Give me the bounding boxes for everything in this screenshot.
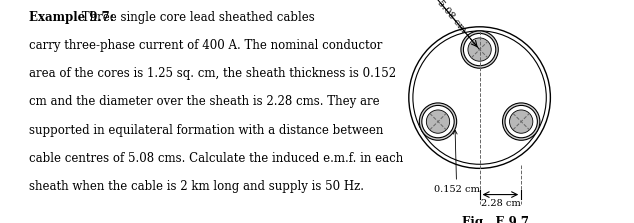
Text: Three single core lead sheathed cables: Three single core lead sheathed cables xyxy=(78,11,314,24)
Text: carry three-phase current of 400 A. The nominal conductor: carry three-phase current of 400 A. The … xyxy=(29,39,382,52)
Circle shape xyxy=(409,27,550,168)
Text: supported in equilateral formation with a distance between: supported in equilateral formation with … xyxy=(29,124,383,136)
Circle shape xyxy=(461,31,498,68)
Text: sheath when the cable is 2 km long and supply is 50 Hz.: sheath when the cable is 2 km long and s… xyxy=(29,180,363,193)
Circle shape xyxy=(422,105,454,138)
Text: 5.08 cm: 5.08 cm xyxy=(435,0,467,35)
Text: cable centres of 5.08 cms. Calculate the induced e.m.f. in each: cable centres of 5.08 cms. Calculate the… xyxy=(29,152,403,165)
Text: Example 9.7:: Example 9.7: xyxy=(29,11,113,24)
Circle shape xyxy=(413,31,547,164)
Circle shape xyxy=(505,105,538,138)
Circle shape xyxy=(419,103,456,140)
Text: cm and the diameter over the sheath is 2.28 cms. They are: cm and the diameter over the sheath is 2… xyxy=(29,95,379,108)
Text: Fig.  E.9.7: Fig. E.9.7 xyxy=(462,216,529,223)
Circle shape xyxy=(503,103,540,140)
Circle shape xyxy=(426,110,450,133)
Circle shape xyxy=(510,110,533,133)
Text: 0.152 cm: 0.152 cm xyxy=(434,130,479,194)
Circle shape xyxy=(468,38,491,61)
Circle shape xyxy=(463,33,496,66)
Text: area of the cores is 1.25 sq. cm, the sheath thickness is 0.152: area of the cores is 1.25 sq. cm, the sh… xyxy=(29,67,396,80)
Text: 2.28 cm: 2.28 cm xyxy=(481,200,521,209)
